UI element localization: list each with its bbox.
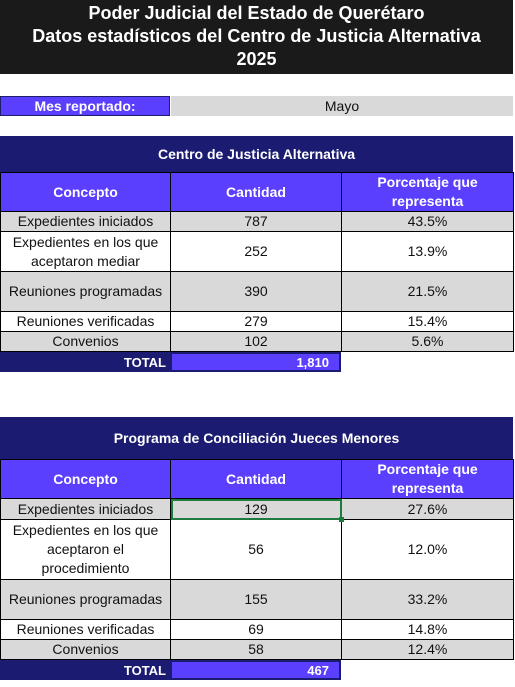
- pcjm-total-row: TOTAL 467: [0, 660, 513, 680]
- table-row: Reuniones programadas 155 33.2%: [0, 579, 514, 620]
- cell-concepto[interactable]: Expedientes en los que aceptaron el proc…: [0, 519, 171, 580]
- col-concepto[interactable]: Concepto: [0, 459, 171, 499]
- col-cantidad[interactable]: Cantidad: [170, 459, 342, 499]
- cell-cantidad[interactable]: 69: [170, 619, 342, 640]
- cell-concepto[interactable]: Reuniones verificadas: [0, 311, 171, 332]
- cell-concepto[interactable]: Reuniones programadas: [0, 271, 171, 312]
- cell-porcentaje[interactable]: 27.6%: [341, 498, 514, 520]
- cell-porcentaje[interactable]: 21.5%: [341, 271, 514, 312]
- table-row: Reuniones verificadas 69 14.8%: [0, 619, 514, 640]
- table-row: Expedientes iniciados 787 43.5%: [0, 211, 514, 232]
- cell-porcentaje[interactable]: 12.4%: [341, 639, 514, 660]
- cja-title[interactable]: Centro de Justicia Alternativa: [0, 136, 513, 172]
- table-row: Reuniones programadas 390 21.5%: [0, 271, 514, 312]
- table-row: Expedientes iniciados 129 27.6%: [0, 498, 514, 523]
- cell-cantidad[interactable]: 58: [170, 639, 342, 660]
- cell-concepto[interactable]: Reuniones programadas: [0, 579, 171, 620]
- cell-cantidad[interactable]: 102: [170, 331, 342, 352]
- cell-cantidad[interactable]: 155: [170, 579, 342, 620]
- report-header: Poder Judicial del Estado de Querétaro D…: [0, 0, 513, 74]
- cell-porcentaje[interactable]: 14.8%: [341, 619, 514, 640]
- table-row: Expedientes en los que aceptaron mediar …: [0, 231, 514, 272]
- col-porcentaje[interactable]: Porcentaje que representa: [341, 459, 514, 499]
- col-concepto[interactable]: Concepto: [0, 172, 171, 212]
- cell-porcentaje[interactable]: 5.6%: [341, 331, 514, 352]
- month-label[interactable]: Mes reportado:: [0, 96, 170, 116]
- total-value[interactable]: 467: [170, 660, 341, 680]
- cell-porcentaje[interactable]: 43.5%: [341, 211, 514, 232]
- pcjm-table: Concepto Cantidad Porcentaje que represe…: [0, 459, 514, 660]
- cell-porcentaje[interactable]: 13.9%: [341, 231, 514, 272]
- cell-cantidad[interactable]: 390: [170, 271, 342, 312]
- header-year: 2025: [236, 49, 277, 69]
- table-row: Convenios 102 5.6%: [0, 331, 514, 352]
- total-label[interactable]: TOTAL: [0, 660, 170, 680]
- cja-block: Centro de Justicia Alternativa Concepto …: [0, 136, 514, 372]
- cell-concepto[interactable]: Reuniones verificadas: [0, 619, 171, 640]
- header-title: Poder Judicial del Estado de Querétaro: [88, 3, 425, 23]
- cell-cantidad[interactable]: 252: [170, 231, 342, 272]
- pcjm-block: Programa de Conciliación Jueces Menores …: [0, 417, 514, 680]
- cell-concepto[interactable]: Convenios: [0, 639, 171, 660]
- cja-total-row: TOTAL 1,810: [0, 352, 513, 372]
- pcjm-title[interactable]: Programa de Conciliación Jueces Menores: [0, 417, 513, 459]
- cell-concepto[interactable]: Expedientes en los que aceptaron mediar: [0, 231, 171, 272]
- table-row: Convenios 58 12.4%: [0, 639, 514, 660]
- month-value[interactable]: Mayo: [171, 96, 513, 116]
- total-label[interactable]: TOTAL: [0, 352, 170, 372]
- cell-porcentaje[interactable]: 33.2%: [341, 579, 514, 620]
- cja-table: Concepto Cantidad Porcentaje que represe…: [0, 172, 514, 352]
- cell-concepto[interactable]: Expedientes iniciados: [0, 211, 171, 232]
- cell-concepto[interactable]: Expedientes iniciados: [0, 498, 171, 520]
- cell-concepto[interactable]: Convenios: [0, 331, 171, 352]
- table-row: Expedientes en los que aceptaron el proc…: [0, 519, 514, 580]
- col-cantidad[interactable]: Cantidad: [170, 172, 342, 212]
- cell-cantidad[interactable]: 787: [170, 211, 342, 232]
- total-value[interactable]: 1,810: [170, 352, 341, 372]
- cell-cantidad-selected[interactable]: 129: [170, 498, 345, 523]
- cell-porcentaje[interactable]: 15.4%: [341, 311, 514, 332]
- cell-cantidad[interactable]: 56: [170, 519, 342, 580]
- cell-cantidad[interactable]: 279: [170, 311, 342, 332]
- cell-porcentaje[interactable]: 12.0%: [341, 519, 514, 580]
- header-subtitle: Datos estadísticos del Centro de Justici…: [32, 26, 481, 46]
- table-row: Reuniones verificadas 279 15.4%: [0, 311, 514, 332]
- col-porcentaje[interactable]: Porcentaje que representa: [341, 172, 514, 212]
